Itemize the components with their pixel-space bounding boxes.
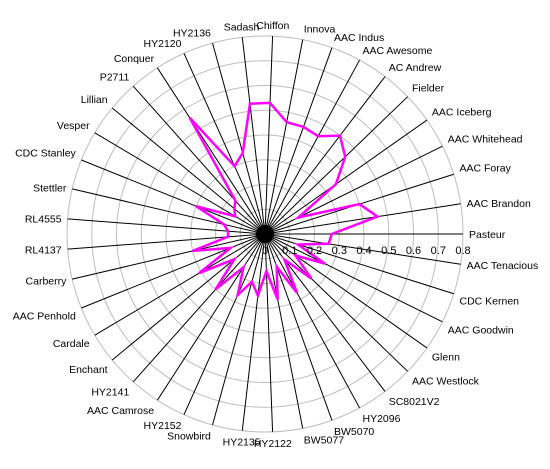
category-label: Vesper bbox=[57, 120, 90, 132]
spoke-15 bbox=[132, 85, 266, 235]
spoke-22 bbox=[72, 233, 266, 280]
radial-tick-label: 0.2 bbox=[307, 245, 322, 257]
spoke-6 bbox=[264, 76, 386, 235]
spoke-37 bbox=[264, 233, 428, 349]
category-label: Lillian bbox=[81, 94, 108, 106]
category-label: BW5070 bbox=[334, 426, 374, 438]
radial-tick-label: 0.1 bbox=[282, 245, 297, 257]
spoke-9 bbox=[264, 39, 304, 235]
category-label: P2711 bbox=[100, 72, 130, 84]
category-label: RL4555 bbox=[25, 213, 62, 225]
category-label: AAC Iceberg bbox=[432, 107, 492, 119]
category-label: AAC Whitehead bbox=[448, 134, 523, 146]
category-label: Enchant bbox=[69, 364, 108, 376]
spoke-40 bbox=[264, 233, 461, 265]
category-label: HY2135 bbox=[223, 437, 261, 449]
spoke-7 bbox=[264, 59, 361, 235]
radial-tick-labels: 0 0.1 0.2 0.3 0.4 0.5 0.6 0.7 0.8 bbox=[262, 245, 471, 257]
spoke-13 bbox=[183, 53, 266, 235]
spoke-12 bbox=[212, 42, 266, 235]
spoke-19 bbox=[72, 188, 266, 235]
radial-tick-label: 0.8 bbox=[455, 245, 470, 257]
category-label: AC Andrew bbox=[389, 62, 442, 74]
category-label: AAC Indus bbox=[334, 32, 384, 44]
category-label: AAC Brandon bbox=[467, 198, 531, 210]
spoke-1 bbox=[264, 203, 461, 235]
category-label: AAC Foray bbox=[460, 162, 512, 174]
category-label: AAC Penhold bbox=[13, 310, 76, 322]
category-label: Chiffon bbox=[256, 20, 289, 32]
category-label: HY2096 bbox=[363, 413, 401, 425]
spoke-16 bbox=[111, 107, 266, 235]
spoke-21 bbox=[67, 233, 266, 250]
spoke-5 bbox=[264, 96, 409, 235]
radial-tick-label: 0.3 bbox=[332, 245, 347, 257]
spoke-17 bbox=[94, 132, 266, 235]
category-label: RL4137 bbox=[25, 245, 62, 257]
radial-tick-label: 0.4 bbox=[356, 245, 371, 257]
spoke-38 bbox=[264, 233, 443, 323]
category-label: Innova bbox=[304, 24, 336, 36]
spoke-11 bbox=[241, 37, 266, 235]
category-label: HY2122 bbox=[254, 438, 292, 450]
center-hub bbox=[256, 225, 274, 243]
category-label: HY2141 bbox=[91, 386, 129, 398]
radial-tick-label: 0 bbox=[262, 245, 268, 257]
spoke-32 bbox=[264, 233, 304, 429]
spoke-30 bbox=[241, 233, 266, 431]
category-label: AAC Camrose bbox=[87, 405, 154, 417]
radar-center-hub bbox=[256, 225, 274, 243]
category-label: HY2136 bbox=[173, 27, 211, 39]
category-label: AAC Awesome bbox=[363, 45, 433, 57]
category-label: Glenn bbox=[432, 351, 460, 363]
spoke-23 bbox=[81, 233, 266, 309]
category-labels: Pasteur AAC Brandon AAC Foray AAC Whitehead… bbox=[13, 20, 538, 450]
radial-tick-label: 0.7 bbox=[431, 245, 446, 257]
spoke-20 bbox=[67, 218, 266, 235]
spoke-27 bbox=[156, 233, 266, 401]
spoke-18 bbox=[81, 159, 266, 235]
spoke-26 bbox=[132, 233, 266, 383]
spoke-10 bbox=[264, 36, 274, 235]
category-label: Fielder bbox=[412, 83, 445, 95]
category-label: AAC Goodwin bbox=[448, 325, 514, 337]
category-label: Cardale bbox=[53, 338, 90, 350]
series-line-0 bbox=[188, 101, 381, 301]
spoke-28 bbox=[183, 233, 266, 415]
category-label: CDC Kernen bbox=[460, 296, 520, 308]
category-label: Snowbird bbox=[167, 431, 211, 443]
category-label: HY2152 bbox=[144, 420, 182, 432]
category-label: Stettler bbox=[33, 183, 67, 195]
spoke-14 bbox=[156, 67, 266, 235]
spoke-25 bbox=[111, 233, 266, 361]
category-label: Sadash bbox=[224, 21, 260, 33]
radial-tick-label: 0.5 bbox=[381, 245, 396, 257]
category-label: HY2120 bbox=[144, 38, 182, 50]
category-label: CDC Stanley bbox=[15, 148, 76, 160]
radial-tick-label: 0.6 bbox=[406, 245, 421, 257]
spoke-34 bbox=[264, 233, 361, 409]
category-label: Carberry bbox=[26, 276, 68, 288]
category-label: AAC Westlock bbox=[412, 376, 480, 388]
spoke-31 bbox=[264, 233, 274, 432]
spoke-4 bbox=[264, 119, 428, 235]
category-label: AAC Tenacious bbox=[467, 260, 539, 272]
radar-series bbox=[188, 101, 381, 301]
category-label: Pasteur bbox=[469, 229, 506, 241]
category-label: SC8021V2 bbox=[389, 396, 440, 408]
spoke-8 bbox=[264, 47, 333, 235]
category-label: Conquer bbox=[114, 53, 155, 65]
spoke-36 bbox=[264, 233, 409, 372]
spoke-24 bbox=[94, 233, 266, 336]
spoke-29 bbox=[212, 233, 266, 426]
category-label: BW5077 bbox=[304, 434, 344, 446]
